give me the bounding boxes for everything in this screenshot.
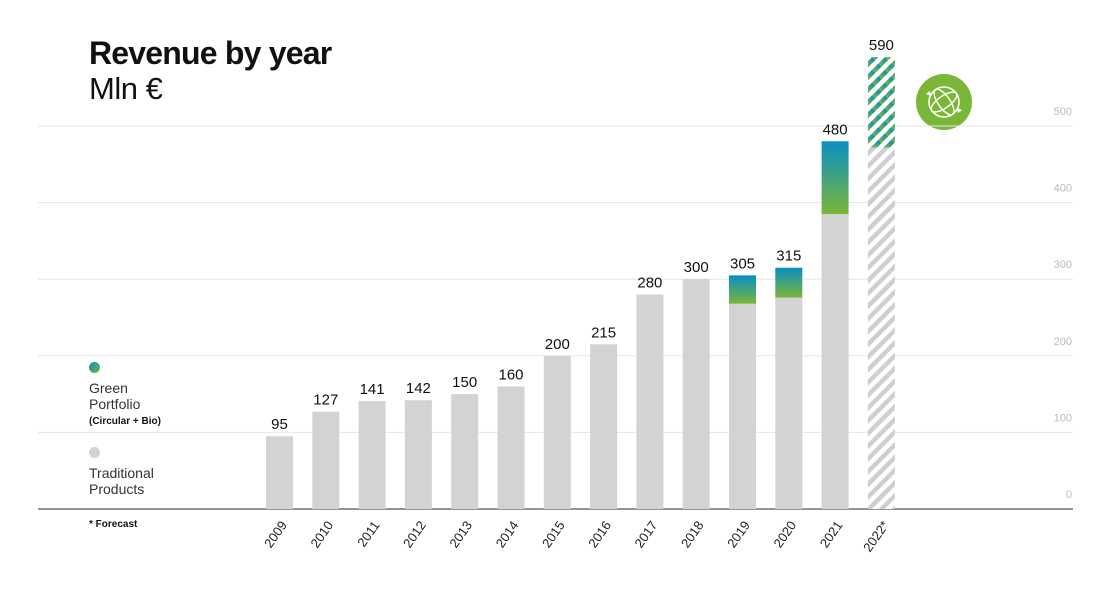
- value-labels: 95 127 141 142 150 160 200 215 280 300 305 315 480 59…: [271, 37, 894, 433]
- x-tick-label-2016: 2016: [585, 518, 614, 550]
- x-tick-label-2018: 2018: [678, 518, 707, 550]
- y-tick-label: 200: [1054, 336, 1072, 348]
- data-label-2017: 280: [637, 275, 662, 292]
- bar-traditional-2015: [543, 355, 571, 509]
- legend-traditional-label-line2: Products: [89, 481, 145, 497]
- bar-green-2021: [821, 141, 849, 215]
- data-label-2011: 141: [360, 381, 385, 398]
- legend-traditional-swatch: [89, 447, 100, 458]
- x-tick-label-2019: 2019: [724, 518, 753, 550]
- bar-traditional-2019: [729, 303, 756, 509]
- x-tick-label-2010: 2010: [307, 518, 336, 550]
- forecast-footnote: * Forecast: [89, 519, 138, 530]
- legend-green-swatch: [89, 362, 100, 373]
- bar-traditional-2009: [266, 436, 293, 509]
- data-label-2018: 300: [684, 259, 709, 276]
- bar-traditional-2020: [775, 297, 803, 509]
- x-tick-label-2011: 2011: [354, 518, 382, 550]
- bar-traditional-2012: [404, 400, 432, 509]
- y-axis-ticks: 0 100 200 300 400 500: [1054, 106, 1072, 501]
- data-label-2009: 95: [271, 416, 288, 433]
- data-label-2022*: 590: [869, 37, 894, 54]
- bar-traditional-2022*: [867, 147, 895, 509]
- data-label-2020: 315: [776, 248, 801, 265]
- bar-traditional-2011: [358, 400, 386, 509]
- bar-green-2019: [729, 275, 756, 304]
- x-tick-label-2022*: 2022*: [860, 518, 892, 554]
- data-label-2021: 480: [823, 121, 848, 138]
- legend-green-label-line1: Green: [89, 380, 128, 396]
- x-axis-ticks: 2009 2010 2011 2012 2013 2014 2015 2016 2017 2018…: [261, 518, 892, 554]
- y-tick-label: 400: [1054, 183, 1072, 195]
- bars: [266, 57, 895, 509]
- data-label-2013: 150: [452, 374, 477, 391]
- bar-traditional-2021: [821, 214, 849, 509]
- x-tick-label-2020: 2020: [770, 518, 799, 550]
- data-label-2016: 215: [591, 324, 616, 341]
- legend-green-label-line2: Portfolio: [89, 396, 141, 412]
- y-tick-label: 500: [1054, 106, 1072, 118]
- data-label-2015: 200: [545, 336, 570, 353]
- circular-recycle-icon: [916, 74, 972, 130]
- data-label-2019: 305: [730, 255, 755, 272]
- y-tick-label: 100: [1054, 412, 1072, 424]
- bar-traditional-2016: [590, 344, 618, 509]
- data-label-2012: 142: [406, 380, 431, 397]
- bar-traditional-2014: [497, 386, 525, 509]
- legend-green-note: (Circular + Bio): [89, 416, 161, 427]
- x-tick-label-2012: 2012: [400, 518, 429, 550]
- legend-traditional-label-line1: Traditional: [89, 465, 154, 481]
- bar-traditional-2010: [312, 411, 340, 509]
- x-tick-label-2014: 2014: [493, 518, 522, 550]
- x-tick-label-2021: 2021: [817, 518, 846, 550]
- x-tick-label-2013: 2013: [446, 518, 475, 550]
- chart-subtitle: Mln €: [89, 71, 163, 106]
- x-tick-label-2009: 2009: [261, 518, 290, 550]
- x-tick-label-2015: 2015: [539, 518, 568, 550]
- y-tick-label: 0: [1066, 489, 1072, 501]
- x-tick-label-2017: 2017: [631, 518, 660, 550]
- data-label-2014: 160: [498, 366, 523, 383]
- bar-traditional-2017: [636, 294, 664, 509]
- data-label-2010: 127: [313, 392, 338, 409]
- bar-traditional-2013: [451, 394, 479, 509]
- bar-green-2022*: [867, 57, 895, 148]
- y-tick-label: 300: [1054, 259, 1072, 271]
- bar-green-2020: [775, 267, 803, 298]
- bar-traditional-2018: [682, 279, 710, 509]
- chart-title: Revenue by year: [89, 35, 332, 71]
